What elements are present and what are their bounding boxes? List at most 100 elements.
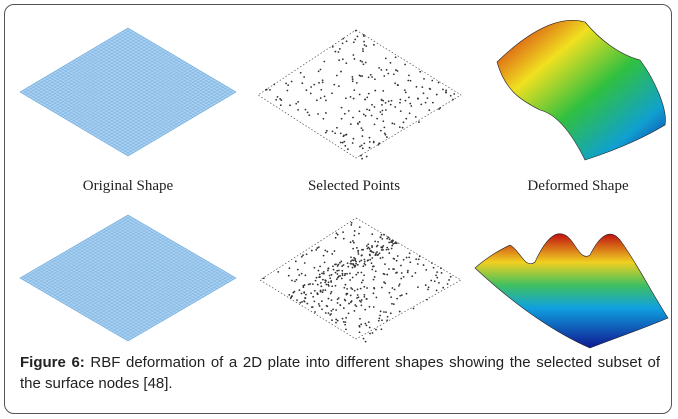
- selected-point: [366, 287, 368, 289]
- selected-point: [350, 96, 352, 98]
- selected-point: [399, 99, 401, 101]
- selected-point: [399, 126, 401, 128]
- selected-point: [312, 296, 314, 298]
- selected-point: [375, 270, 377, 272]
- selected-point: [338, 297, 340, 299]
- selected-point: [297, 101, 299, 103]
- selected-point: [337, 273, 339, 275]
- selected-point: [364, 99, 366, 101]
- selected-point: [330, 313, 332, 315]
- selected-point: [381, 104, 383, 106]
- selected-point: [304, 284, 306, 286]
- selected-point: [321, 308, 323, 310]
- selected-point: [384, 133, 386, 135]
- selected-point: [266, 89, 268, 91]
- selected-point: [298, 274, 300, 276]
- selected-point: [359, 75, 361, 77]
- selected-point: [306, 253, 308, 255]
- selected-point: [277, 271, 279, 273]
- selected-point: [366, 156, 368, 158]
- selected-point: [361, 254, 363, 256]
- selected-point: [364, 259, 366, 261]
- selected-point: [408, 96, 410, 98]
- selected-point: [378, 142, 380, 144]
- selected-point: [342, 318, 344, 320]
- selected-point: [316, 293, 318, 295]
- selected-point: [374, 254, 376, 256]
- selected-point: [371, 262, 373, 264]
- selected-point: [343, 321, 345, 323]
- selected-point: [382, 120, 384, 122]
- selected-point: [376, 246, 378, 248]
- selected-point: [359, 110, 361, 112]
- selected-point: [354, 259, 356, 261]
- selected-point: [334, 264, 336, 266]
- selected-point: [344, 273, 346, 275]
- selected-point: [363, 41, 365, 43]
- panel-label: Deformed Shape: [527, 178, 629, 194]
- selected-point: [415, 272, 417, 274]
- selected-point: [345, 134, 347, 136]
- selected-point: [353, 41, 355, 43]
- selected-point: [453, 93, 455, 95]
- selected-point: [305, 109, 307, 111]
- selected-point: [332, 46, 334, 48]
- selected-point: [345, 97, 347, 99]
- selected-point: [319, 276, 321, 278]
- selected-point: [382, 249, 384, 251]
- selected-point: [392, 287, 394, 289]
- selected-point: [359, 331, 361, 333]
- selected-point: [373, 306, 375, 308]
- selected-point: [374, 123, 376, 125]
- selected-point: [345, 317, 347, 319]
- selected-point: [382, 100, 384, 102]
- selected-point: [315, 280, 317, 282]
- selected-point: [369, 109, 371, 111]
- selected-point: [410, 105, 412, 107]
- selected-point: [441, 272, 443, 274]
- selected-point: [335, 319, 337, 321]
- selected-point: [373, 252, 375, 254]
- selected-point: [423, 264, 425, 266]
- selected-point: [342, 142, 344, 144]
- selected-point: [299, 302, 301, 304]
- selected-point: [405, 100, 407, 102]
- selected-point: [306, 89, 308, 91]
- selected-point: [288, 294, 290, 296]
- selected-point: [342, 231, 344, 233]
- selected-point: [384, 263, 386, 265]
- selected-point: [334, 132, 336, 134]
- selected-point: [323, 61, 325, 63]
- selected-point: [401, 294, 403, 296]
- selected-point: [396, 242, 398, 244]
- selected-point: [383, 311, 385, 313]
- selected-point: [343, 238, 345, 240]
- selected-point: [294, 280, 296, 282]
- selected-point: [400, 265, 402, 267]
- selected-point: [325, 99, 327, 101]
- selected-point: [350, 241, 352, 243]
- selected-point: [329, 275, 331, 277]
- selected-point: [351, 288, 353, 290]
- selected-point: [332, 265, 334, 267]
- selected-point: [356, 297, 358, 299]
- selected-point: [307, 112, 309, 114]
- selected-point: [347, 266, 349, 268]
- selected-point: [326, 251, 328, 253]
- selected-point: [363, 286, 365, 288]
- selected-point: [371, 245, 373, 247]
- selected-point: [326, 284, 328, 286]
- selected-point: [415, 116, 417, 118]
- selected-point: [381, 319, 383, 321]
- selected-point: [344, 321, 346, 323]
- selected-point: [335, 237, 337, 239]
- selected-point: [327, 268, 329, 270]
- selected-point: [421, 86, 423, 88]
- selected-point: [407, 80, 409, 82]
- selected-point: [336, 278, 338, 280]
- selected-point: [399, 295, 401, 297]
- selected-point: [354, 58, 356, 60]
- selected-point: [388, 249, 390, 251]
- selected-point: [333, 84, 335, 86]
- selected-point: [345, 62, 347, 64]
